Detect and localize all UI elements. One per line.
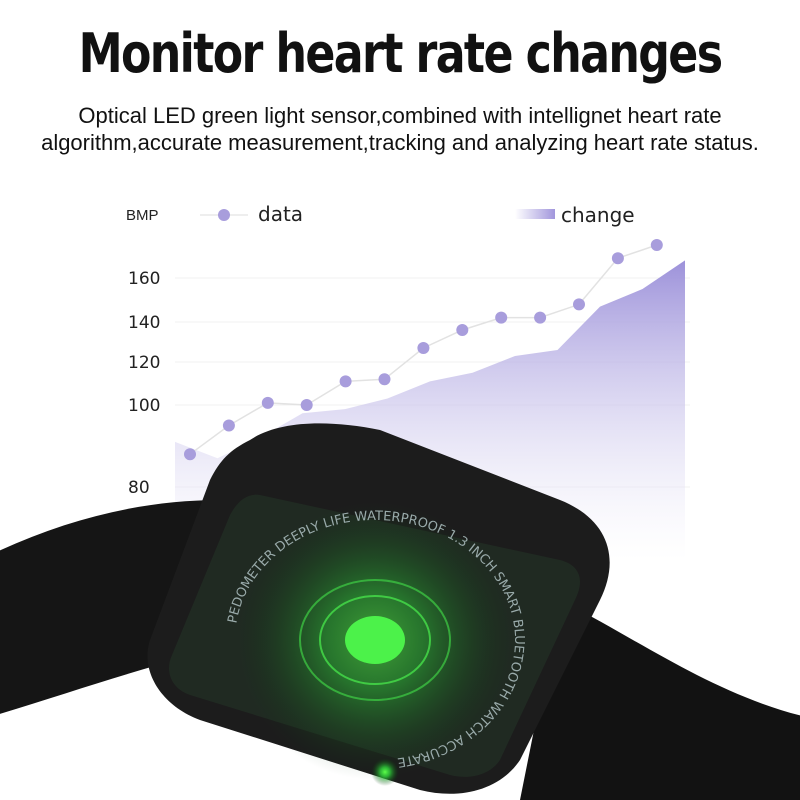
- y-tick-label: 120: [128, 353, 160, 373]
- data-point: [184, 448, 196, 461]
- data-point: [573, 298, 585, 311]
- y-axis-label: BMP: [126, 207, 159, 224]
- watch-strap-right: [520, 600, 800, 800]
- data-point: [650, 239, 663, 251]
- legend-data: data: [258, 202, 303, 226]
- green-led-sensor: [345, 616, 405, 664]
- green-light-spot: [371, 758, 399, 786]
- y-tick-label: 140: [128, 313, 160, 333]
- legend-marker: [218, 209, 230, 221]
- legend-swatch: [515, 209, 555, 219]
- data-point: [222, 419, 235, 432]
- legend-change: change: [561, 203, 635, 227]
- y-tick-label: 100: [128, 396, 160, 416]
- data-point: [378, 373, 391, 386]
- sensor-ring-inner: [319, 595, 431, 685]
- headline: Monitor heart rate changes: [78, 22, 723, 85]
- data-point: [456, 324, 469, 336]
- data-point: [261, 396, 274, 409]
- data-point: [495, 311, 508, 324]
- description: Optical LED green light sensor,combined …: [41, 103, 759, 155]
- data-point: [339, 375, 352, 388]
- data-point: [417, 342, 430, 354]
- sensor-ring-outer: [299, 579, 451, 701]
- data-point: [300, 399, 313, 411]
- legend: data change: [200, 202, 635, 227]
- y-tick-label: 160: [128, 269, 160, 289]
- data-point: [611, 252, 624, 265]
- data-point: [534, 311, 547, 324]
- smartwatch: PEDOMETER DEEPLY LIFE WATERPROOF 1.3 INC…: [0, 423, 800, 800]
- y-tick-label: 80: [128, 478, 150, 498]
